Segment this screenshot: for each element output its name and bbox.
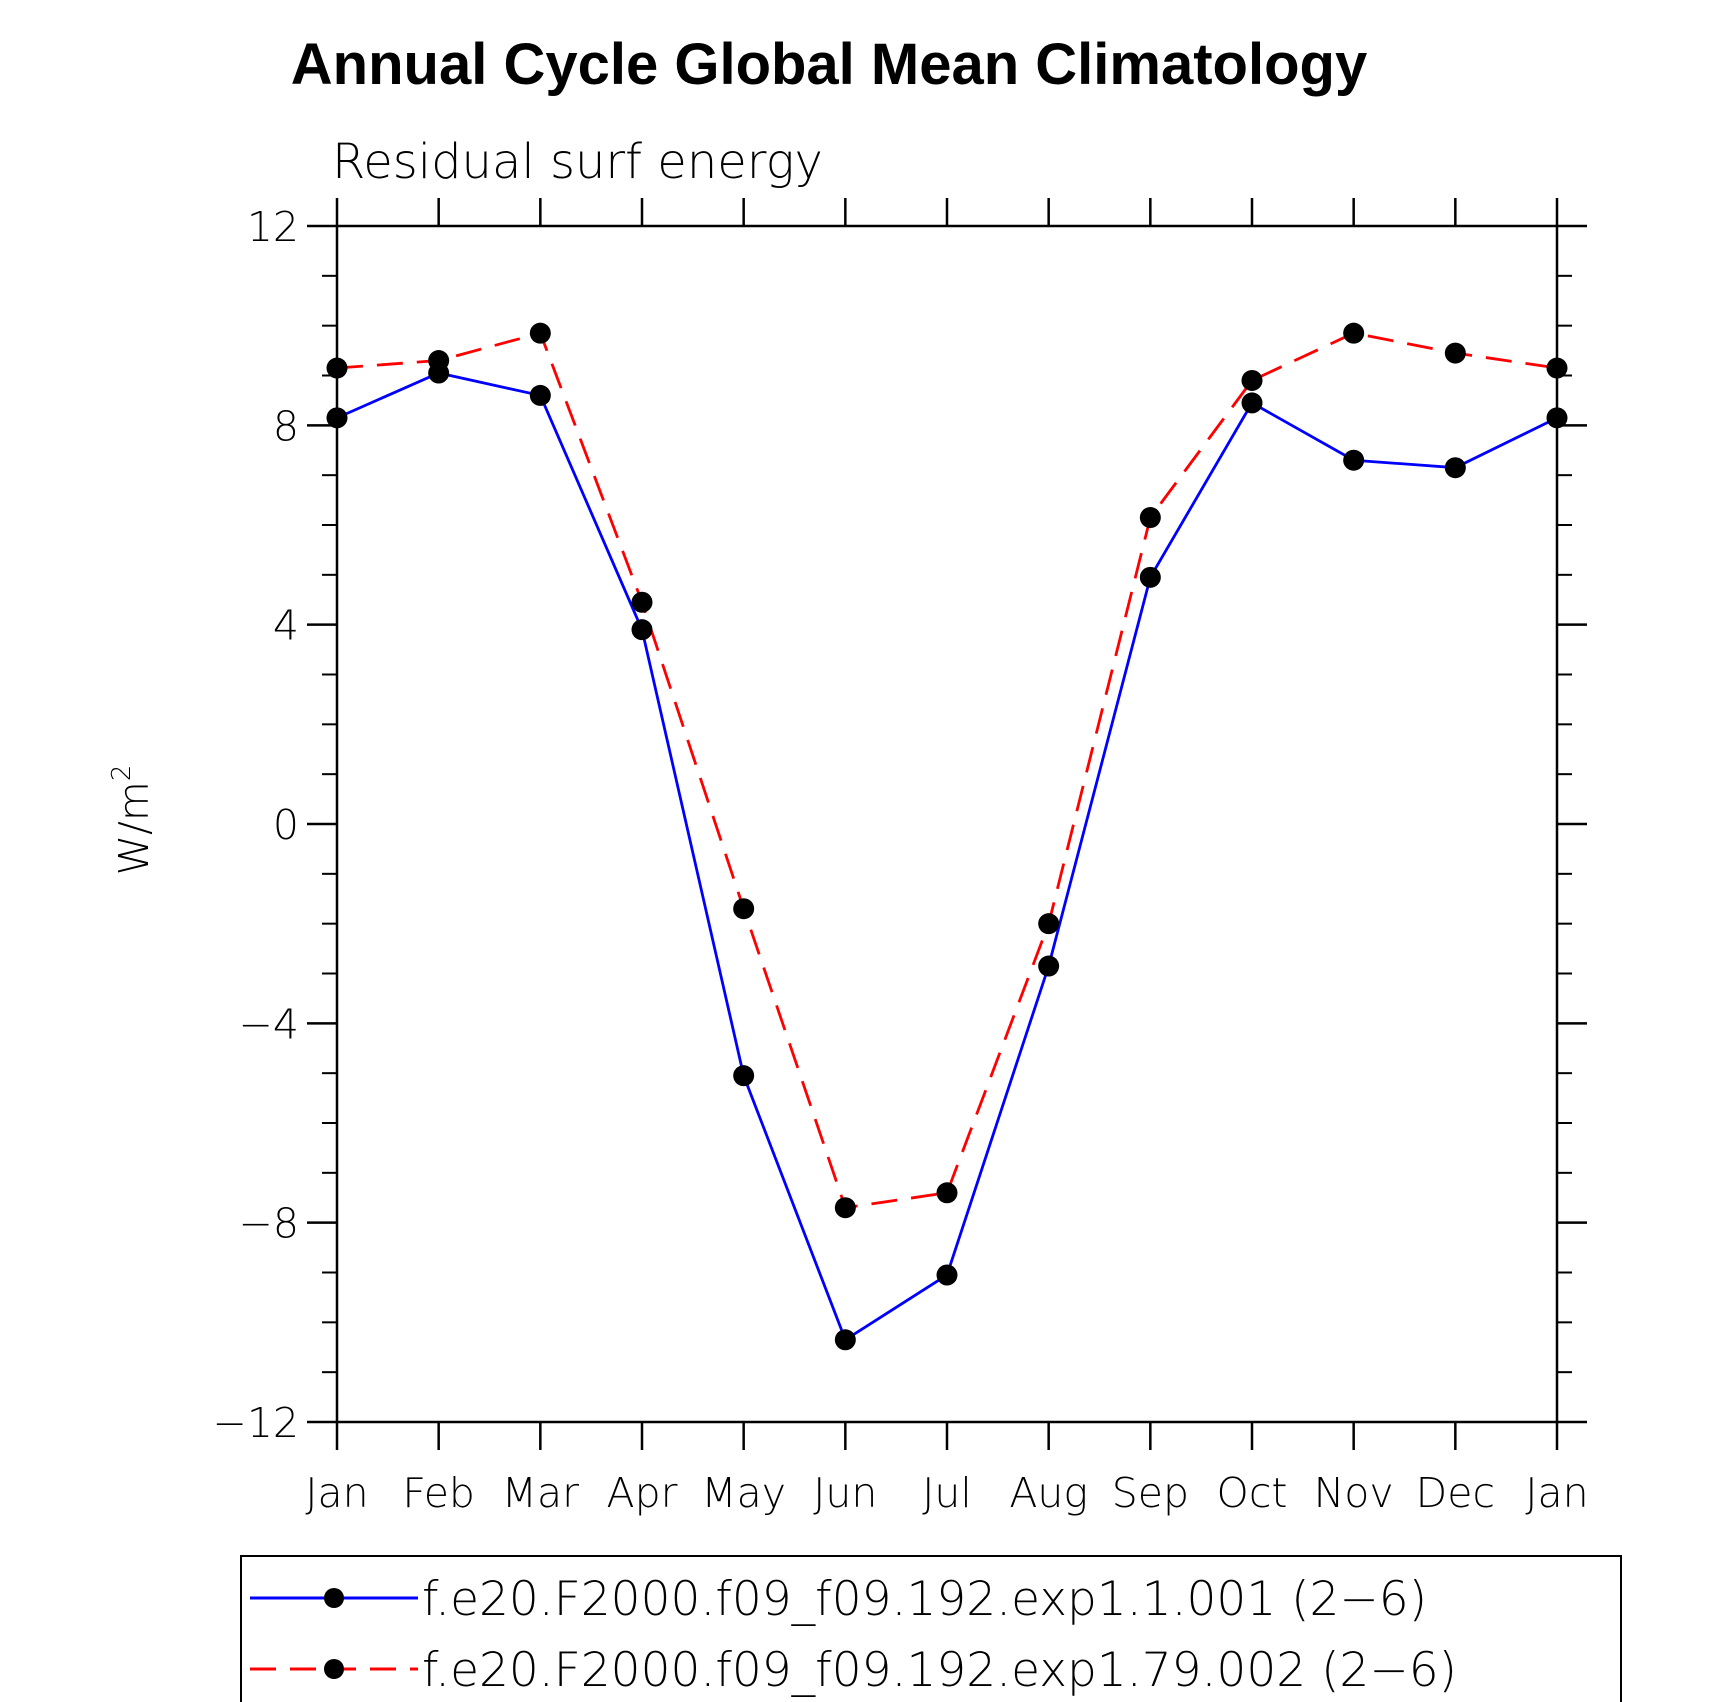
plot-frame (335, 224, 1559, 1424)
series-1-point (1139, 566, 1161, 588)
plot-border (335, 224, 1559, 1424)
series-2-point (733, 898, 755, 920)
series-1-point (1343, 449, 1365, 471)
series-2-point (529, 322, 551, 344)
series-1-point (936, 1264, 958, 1286)
x-tick-label: Mar (502, 1469, 579, 1517)
svg-text:W/m2: W/m2 (107, 765, 158, 876)
series-2-point (326, 357, 348, 379)
legend-box (240, 1555, 1622, 1702)
y-tick-label: 12 (247, 203, 299, 251)
series-2-point (936, 1182, 958, 1204)
x-tick-label: Jan (1525, 1469, 1588, 1517)
legend-label-series-2: f.e20.F2000.f09_f09.192.exp1.79.002 (2−6… (422, 1643, 1457, 1698)
series-2-point (834, 1197, 856, 1219)
x-tick-label: Sep (1112, 1469, 1189, 1517)
legend: f.e20.F2000.f09_f09.192.exp1.1.001 (2−6)… (240, 1555, 1622, 1702)
legend-label-series-1: f.e20.F2000.f09_f09.192.exp1.1.001 (2−6) (422, 1572, 1427, 1627)
legend-marker-series-2 (324, 1659, 344, 1679)
series-2-point (1038, 913, 1060, 935)
series-2-point (631, 591, 653, 613)
series-line-2 (336, 331, 1558, 1210)
series-1-point (631, 619, 653, 641)
x-tick-label: Feb (402, 1469, 475, 1517)
y-tick-label: −4 (239, 1000, 299, 1048)
series-1-point (733, 1065, 755, 1087)
axis-ticks (307, 198, 1587, 1450)
x-tick-label: Aug (1009, 1469, 1088, 1517)
x-tick-label: Jun (813, 1469, 877, 1517)
y-axis-label-superscript: 2 (107, 765, 137, 782)
x-tick-label: Jan (305, 1469, 368, 1517)
series-2-point (1343, 322, 1365, 344)
x-tick-label: Oct (1217, 1469, 1288, 1517)
y-tick-label: 0 (273, 801, 299, 849)
series-2-point (1139, 507, 1161, 529)
series-2-point (1444, 342, 1466, 364)
series-group (326, 322, 1568, 1351)
series-1-point (529, 384, 551, 406)
x-tick-label: Jul (922, 1469, 971, 1517)
y-axis-label: W/m2 (107, 765, 158, 876)
x-tick-label: Nov (1314, 1469, 1394, 1517)
y-tick-label: 4 (273, 602, 299, 650)
y-tick-label: −8 (239, 1200, 299, 1248)
series-2-point (428, 350, 450, 372)
series-1-point (1444, 457, 1466, 479)
series-1-point (1038, 955, 1060, 977)
x-tick-label: Dec (1416, 1469, 1495, 1517)
chart-title: Annual Cycle Global Mean Climatology (291, 32, 1367, 97)
series-1-point (1241, 392, 1263, 414)
series-1-point (834, 1329, 856, 1351)
x-tick-label: May (701, 1469, 786, 1517)
series-1-point (1546, 407, 1568, 429)
chart-subtitle: Residual surf energy (332, 134, 823, 190)
tick-labels: Jan Feb Mar Apr May Jun Jul Aug Sep Oct Nov Dec Jan 1… (212, 203, 1588, 1517)
series-2-point (1546, 357, 1568, 379)
x-tick-label: Apr (607, 1469, 678, 1517)
y-tick-label: −12 (212, 1399, 299, 1447)
series-2-point (1241, 369, 1263, 391)
y-tick-label: 8 (273, 402, 299, 450)
series-1-point (326, 407, 348, 429)
y-axis-label-text: W/m (110, 781, 158, 875)
legend-marker-series-1 (324, 1588, 344, 1608)
